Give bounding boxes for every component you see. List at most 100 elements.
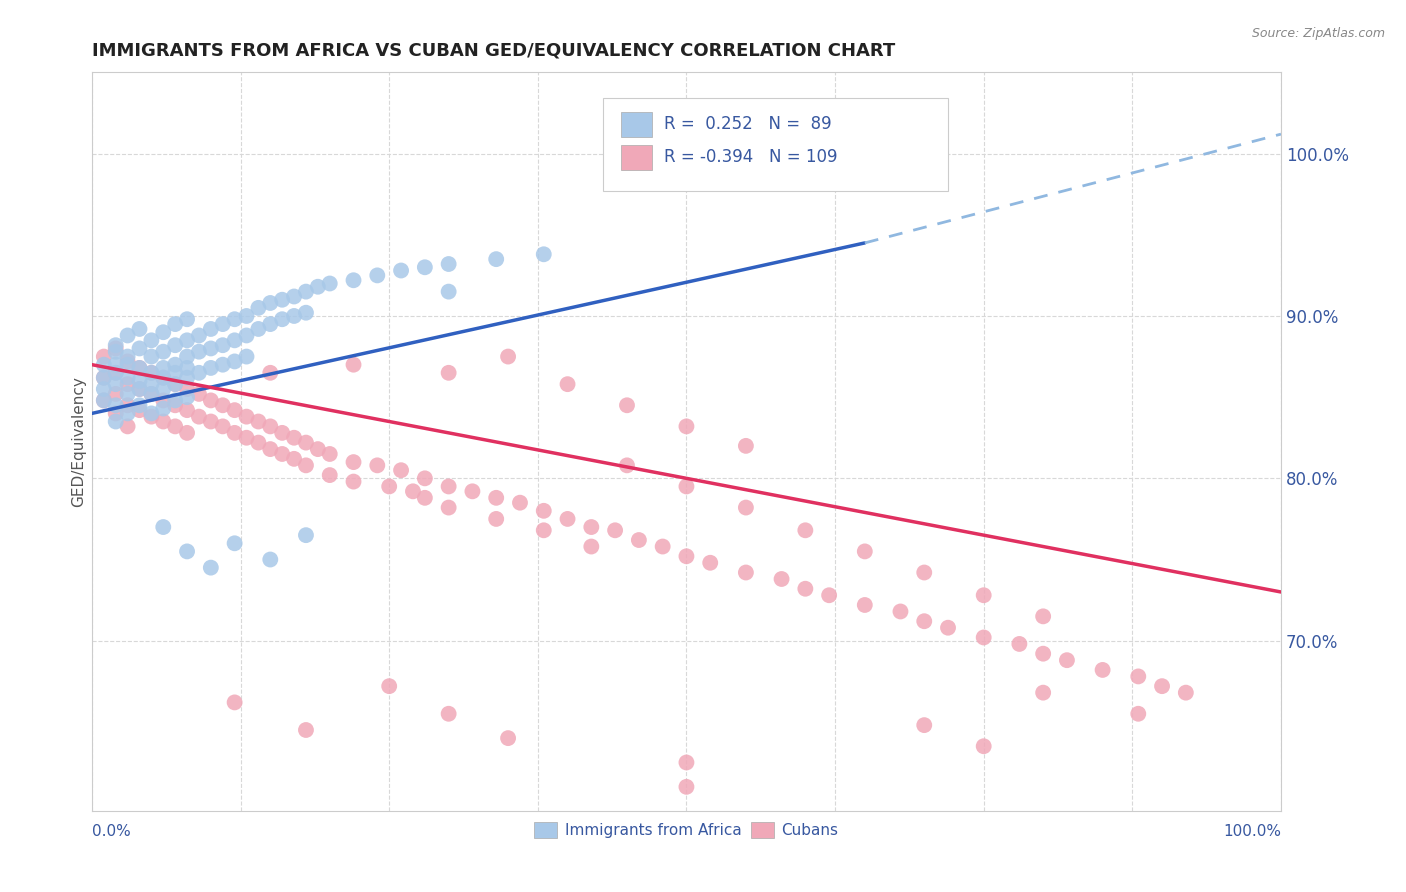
- FancyBboxPatch shape: [621, 112, 652, 136]
- Point: [1008, 637, 1031, 651]
- Point: [533, 247, 555, 261]
- Point: [93, 370, 115, 384]
- Point: [211, 338, 233, 352]
- Point: [912, 718, 935, 732]
- Point: [128, 382, 150, 396]
- Point: [117, 406, 139, 420]
- Point: [794, 582, 817, 596]
- Point: [165, 398, 187, 412]
- Point: [176, 360, 198, 375]
- Legend: Immigrants from Africa, Cubans: Immigrants from Africa, Cubans: [529, 816, 845, 844]
- Point: [912, 566, 935, 580]
- Point: [295, 528, 318, 542]
- Point: [165, 419, 187, 434]
- Point: [176, 382, 198, 396]
- Point: [342, 475, 364, 489]
- Point: [235, 309, 257, 323]
- Point: [259, 296, 281, 310]
- Point: [378, 479, 401, 493]
- Text: 100.0%: 100.0%: [1223, 824, 1281, 839]
- Point: [319, 277, 342, 291]
- Point: [176, 544, 198, 558]
- Point: [413, 260, 436, 275]
- Point: [211, 419, 233, 434]
- Point: [557, 377, 579, 392]
- Point: [259, 442, 281, 456]
- Point: [295, 723, 318, 737]
- Point: [141, 366, 163, 380]
- Point: [104, 366, 127, 380]
- Point: [627, 533, 650, 547]
- Point: [104, 338, 127, 352]
- FancyBboxPatch shape: [603, 98, 948, 191]
- Point: [1128, 706, 1150, 721]
- Point: [735, 566, 758, 580]
- Point: [117, 387, 139, 401]
- Point: [235, 409, 257, 424]
- Point: [389, 263, 412, 277]
- Point: [93, 382, 115, 396]
- Point: [187, 409, 209, 424]
- FancyBboxPatch shape: [621, 145, 652, 170]
- Point: [295, 458, 318, 473]
- Point: [117, 398, 139, 412]
- Point: [1174, 686, 1197, 700]
- Point: [187, 328, 209, 343]
- Point: [581, 540, 603, 554]
- Point: [176, 425, 198, 440]
- Point: [104, 415, 127, 429]
- Point: [104, 342, 127, 356]
- Point: [152, 401, 174, 416]
- Point: [224, 425, 246, 440]
- Point: [117, 354, 139, 368]
- Point: [104, 366, 127, 380]
- Point: [117, 377, 139, 392]
- Point: [152, 520, 174, 534]
- Point: [128, 360, 150, 375]
- Point: [675, 780, 697, 794]
- Point: [176, 390, 198, 404]
- Point: [889, 605, 911, 619]
- Point: [616, 458, 638, 473]
- Point: [616, 398, 638, 412]
- Point: [735, 500, 758, 515]
- Point: [342, 455, 364, 469]
- Point: [104, 344, 127, 359]
- Point: [437, 257, 460, 271]
- Point: [93, 358, 115, 372]
- Point: [152, 325, 174, 339]
- Point: [1128, 669, 1150, 683]
- Point: [342, 273, 364, 287]
- Point: [104, 387, 127, 401]
- Point: [437, 706, 460, 721]
- Point: [152, 344, 174, 359]
- Point: [259, 317, 281, 331]
- Point: [93, 393, 115, 408]
- Point: [176, 403, 198, 417]
- Point: [485, 512, 508, 526]
- Point: [735, 439, 758, 453]
- Point: [187, 387, 209, 401]
- Point: [853, 544, 876, 558]
- Point: [200, 322, 222, 336]
- Point: [104, 358, 127, 372]
- Point: [437, 479, 460, 493]
- Point: [200, 560, 222, 574]
- Point: [235, 431, 257, 445]
- Point: [200, 360, 222, 375]
- Point: [557, 512, 579, 526]
- Point: [413, 471, 436, 485]
- Point: [200, 415, 222, 429]
- Text: R = -0.394   N = 109: R = -0.394 N = 109: [664, 148, 838, 167]
- Point: [283, 431, 305, 445]
- Point: [581, 520, 603, 534]
- Point: [247, 301, 270, 315]
- Point: [342, 358, 364, 372]
- Point: [211, 358, 233, 372]
- Point: [104, 398, 127, 412]
- Point: [973, 631, 995, 645]
- Point: [235, 328, 257, 343]
- Point: [211, 398, 233, 412]
- Point: [165, 377, 187, 392]
- Point: [1091, 663, 1114, 677]
